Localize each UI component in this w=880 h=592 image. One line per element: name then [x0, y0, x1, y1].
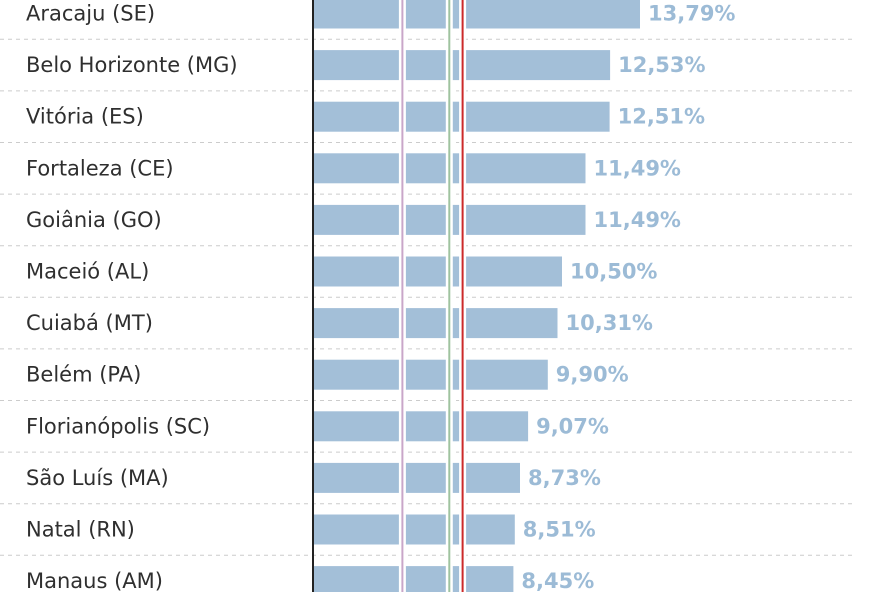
value-label: 8,45% [521, 569, 594, 592]
value-label: 12,53% [618, 53, 705, 77]
category-label: Belo Horizonte (MG) [26, 53, 238, 77]
value-label: 11,49% [594, 156, 681, 180]
bar [313, 566, 514, 592]
bar [313, 514, 515, 545]
value-label: 10,31% [566, 311, 653, 335]
category-label: Aracaju (SE) [26, 2, 155, 26]
category-label: Belém (PA) [26, 363, 141, 387]
value-label: 11,49% [594, 208, 681, 232]
category-label: Vitória (ES) [26, 105, 144, 129]
bar [313, 359, 548, 390]
category-label: Florianópolis (SC) [26, 414, 210, 438]
category-label: Maceió (AL) [26, 260, 149, 284]
row-dividers [0, 38, 856, 556]
value-label: 8,73% [528, 466, 601, 490]
bar [313, 0, 640, 29]
category-label: Goiânia (GO) [26, 208, 162, 232]
category-label: São Luís (MA) [26, 466, 169, 490]
reference-lines [398, 0, 467, 592]
bar [313, 411, 529, 442]
value-label: 8,51% [523, 518, 596, 542]
bar [313, 462, 520, 493]
category-label: Natal (RN) [26, 518, 135, 542]
value-label: 13,79% [648, 2, 735, 26]
value-label: 12,51% [618, 105, 705, 129]
bar [313, 256, 562, 287]
value-label: 10,50% [570, 260, 657, 284]
category-labels: Aracaju (SE) Belo Horizonte (MG) Vitória (… [26, 2, 238, 592]
category-label: Fortaleza (CE) [26, 156, 174, 180]
value-label: 9,07% [536, 414, 609, 438]
value-labels: 13,79% 12,53% 12,51% 11,49% 11,49% 10,50% 10,3… [521, 2, 735, 592]
category-label: Manaus (AM) [26, 569, 163, 592]
value-label: 9,90% [556, 363, 629, 387]
bar [313, 308, 558, 339]
category-label: Cuiabá (MT) [26, 311, 153, 335]
